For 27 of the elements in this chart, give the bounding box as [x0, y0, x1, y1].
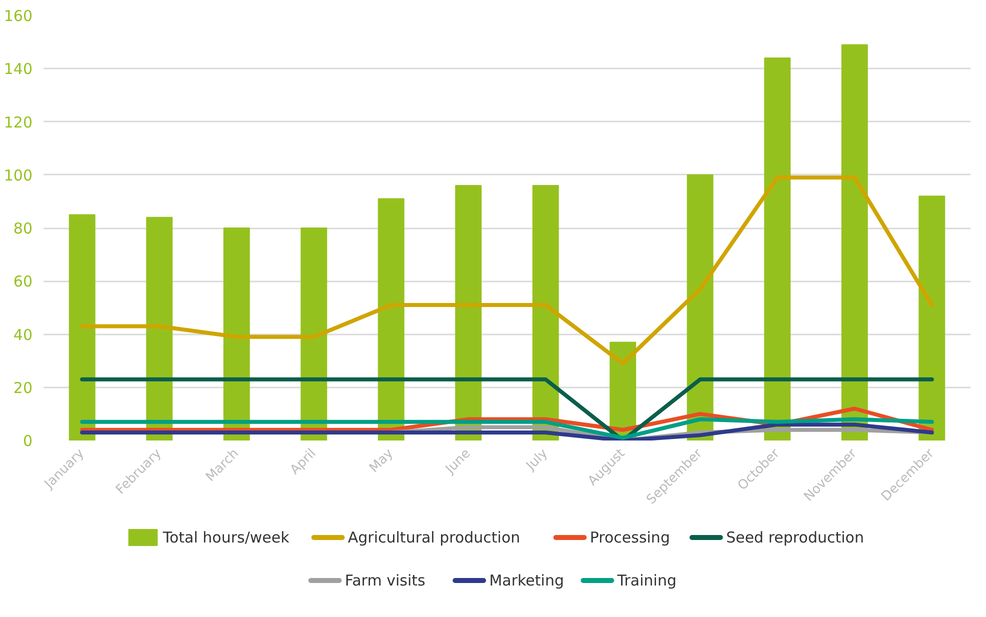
line-series — [80, 176, 934, 366]
y-tick-label: 80 — [13, 220, 33, 238]
y-tick-label: 40 — [13, 326, 33, 344]
y-tick-label: 60 — [13, 272, 33, 291]
legend-label: Marketing — [489, 572, 564, 590]
legend-label: Seed reproduction — [726, 528, 864, 546]
bar — [146, 216, 173, 440]
y-tick-label: 140 — [4, 60, 33, 78]
bar — [918, 196, 946, 440]
legend-label: Processing — [590, 528, 670, 546]
bar — [764, 58, 791, 440]
bar — [532, 185, 559, 440]
bar — [300, 228, 328, 440]
legend-label: Farm visits — [344, 572, 426, 590]
bar — [378, 198, 404, 440]
y-tick-label: 120 — [4, 113, 33, 132]
bar — [686, 174, 714, 440]
y-tick-label: 160 — [4, 7, 33, 25]
legend-label: Training — [616, 572, 676, 590]
y-tick-label: 0 — [22, 432, 33, 450]
legend-label: Agricultural production — [348, 528, 520, 546]
y-tick-label: 20 — [13, 378, 33, 397]
y-tick-label: 100 — [4, 166, 33, 184]
bar — [841, 44, 868, 440]
legend-label: Total hours/week — [162, 528, 290, 546]
bar — [455, 185, 482, 440]
bar — [68, 214, 96, 440]
